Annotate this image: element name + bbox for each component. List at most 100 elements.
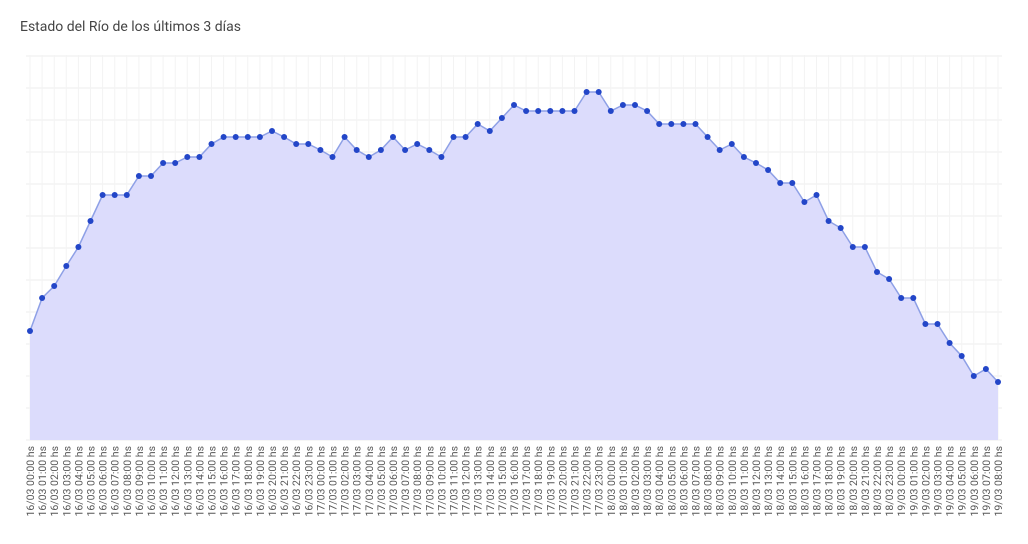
x-tick-label: 16/03 18:00 hs	[242, 446, 255, 517]
x-tick-label: 18/03 07:00 hs	[690, 446, 703, 517]
point	[692, 121, 699, 127]
point	[111, 192, 118, 198]
point	[619, 102, 626, 108]
x-tick-label: 16/03 06:00 hs	[97, 446, 110, 517]
point	[849, 244, 856, 250]
x-tick-label: 18/03 12:00 hs	[750, 446, 763, 517]
x-tick-label: 17/03 16:00 hs	[508, 446, 521, 517]
point	[632, 102, 638, 108]
x-tick-label: 16/03 01:00 hs	[36, 446, 49, 517]
point	[680, 121, 687, 127]
point	[474, 121, 481, 127]
point	[523, 108, 530, 114]
x-tick-label: 18/03 04:00 hs	[653, 446, 666, 517]
point	[390, 134, 396, 140]
x-tick-label: 16/03 04:00 hs	[72, 446, 85, 517]
point	[547, 108, 554, 114]
x-tick-label: 18/03 23:00 hs	[883, 446, 896, 517]
point	[135, 173, 142, 179]
point	[922, 321, 929, 327]
x-tick-label: 18/03 20:00 hs	[847, 446, 860, 517]
x-tick-label: 18/03 19:00 hs	[835, 446, 848, 517]
x-tick-label: 18/03 00:00 hs	[605, 446, 618, 517]
x-tick-label: 16/03 05:00 hs	[85, 446, 98, 517]
point	[861, 244, 868, 250]
point	[740, 154, 747, 160]
point	[402, 147, 409, 153]
point	[644, 108, 651, 114]
x-tick-label: 17/03 01:00 hs	[327, 446, 340, 517]
point	[958, 353, 965, 359]
x-tick-label: 17/03 19:00 hs	[544, 446, 557, 517]
x-tick-label: 19/03 07:00 hs	[980, 446, 993, 517]
x-tick-label: 19/03 03:00 hs	[932, 446, 945, 517]
area	[30, 92, 998, 440]
x-tick-label: 16/03 17:00 hs	[230, 446, 243, 517]
x-tick-label: 18/03 21:00 hs	[859, 446, 872, 517]
point	[63, 263, 70, 269]
x-tick-label: 18/03 08:00 hs	[702, 446, 715, 517]
x-tick-label: 17/03 09:00 hs	[423, 446, 436, 517]
x-tick-label: 16/03 11:00 hs	[157, 446, 170, 517]
x-tick-label: 19/03 06:00 hs	[968, 446, 981, 517]
x-tick-label: 16/03 21:00 hs	[278, 446, 291, 517]
x-tick-label: 19/03 04:00 hs	[944, 446, 957, 517]
point	[281, 134, 288, 140]
point	[196, 154, 203, 160]
x-tick-label: 16/03 23:00 hs	[302, 446, 315, 517]
x-tick-label: 17/03 17:00 hs	[520, 446, 533, 517]
x-tick-label: 16/03 22:00 hs	[290, 446, 303, 517]
point	[559, 108, 566, 114]
point	[293, 141, 300, 147]
point	[486, 128, 493, 134]
point	[704, 134, 711, 140]
x-tick-label: 17/03 10:00 hs	[435, 446, 448, 517]
x-tick-label: 17/03 08:00 hs	[411, 446, 424, 517]
x-tick-label: 17/03 22:00 hs	[581, 446, 594, 517]
point	[377, 147, 384, 153]
point	[208, 141, 215, 147]
x-tick-label: 19/03 00:00 hs	[895, 446, 908, 517]
point	[910, 295, 917, 301]
point	[305, 141, 312, 147]
point	[462, 134, 469, 140]
point	[656, 121, 663, 127]
point	[414, 141, 421, 147]
point	[498, 115, 505, 121]
point	[160, 160, 167, 166]
x-tick-label: 17/03 02:00 hs	[339, 446, 352, 517]
x-tick-label: 19/03 02:00 hs	[919, 446, 932, 517]
x-tick-label: 16/03 14:00 hs	[193, 446, 206, 517]
x-tick-label: 18/03 01:00 hs	[617, 446, 630, 517]
x-tick-label: 18/03 11:00 hs	[738, 446, 751, 517]
x-tick-label: 16/03 10:00 hs	[145, 446, 158, 517]
point	[148, 173, 154, 179]
point	[184, 154, 191, 160]
point	[571, 108, 578, 114]
x-tick-label: 18/03 14:00 hs	[774, 446, 787, 517]
point	[777, 180, 784, 186]
x-tick-label: 17/03 14:00 hs	[484, 446, 497, 517]
point	[244, 134, 251, 140]
point	[329, 154, 336, 160]
point	[668, 121, 675, 127]
x-tick-label: 16/03 09:00 hs	[133, 446, 146, 517]
point	[220, 134, 227, 140]
point	[511, 102, 517, 108]
x-tick-label: 17/03 07:00 hs	[399, 446, 412, 517]
x-tick-label: 18/03 16:00 hs	[798, 446, 811, 517]
x-tick-label: 16/03 00:00 hs	[24, 446, 37, 517]
x-tick-label: 16/03 16:00 hs	[218, 446, 231, 517]
x-tick-label: 17/03 23:00 hs	[593, 446, 606, 517]
point	[801, 199, 808, 205]
point	[353, 147, 360, 153]
x-tick-label: 17/03 05:00 hs	[375, 446, 388, 517]
x-tick-label: 19/03 01:00 hs	[907, 446, 920, 517]
x-tick-label: 18/03 03:00 hs	[641, 446, 654, 517]
x-tick-label: 18/03 02:00 hs	[629, 446, 642, 517]
point	[995, 379, 1001, 385]
point	[535, 108, 542, 114]
point	[970, 373, 977, 379]
point	[813, 192, 820, 198]
